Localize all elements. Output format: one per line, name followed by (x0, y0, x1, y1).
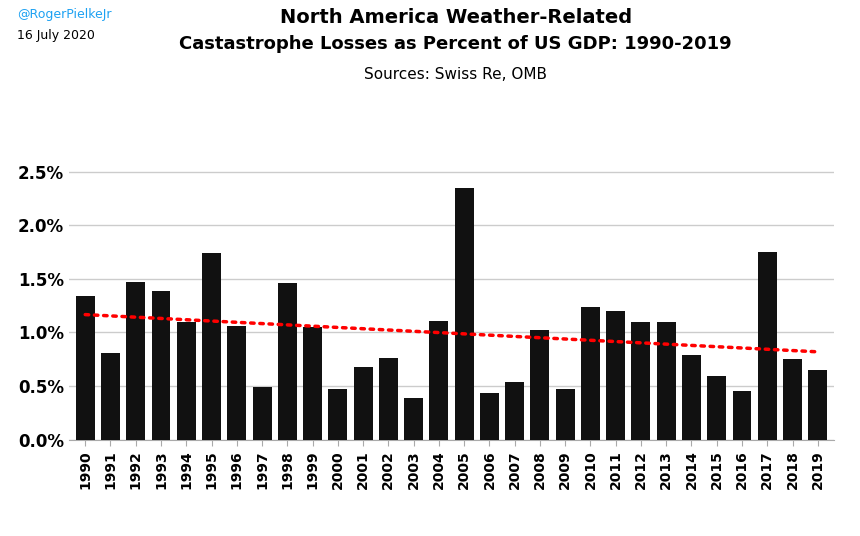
Bar (202, 253, 221, 440)
Bar (808, 370, 827, 440)
Bar (379, 358, 398, 440)
Bar (455, 188, 474, 440)
Text: @RogerPielkeJr: @RogerPielkeJr (17, 8, 112, 21)
Text: North America Weather-Related: North America Weather-Related (280, 8, 632, 27)
Bar (353, 367, 372, 440)
Bar (76, 296, 95, 440)
Bar (303, 327, 322, 440)
Bar (758, 252, 777, 440)
Bar (505, 382, 524, 440)
Bar (631, 322, 650, 440)
Bar (253, 387, 272, 440)
Bar (480, 393, 499, 440)
Bar (707, 376, 726, 440)
Text: Castastrophe Losses as Percent of US GDP: 1990-2019: Castastrophe Losses as Percent of US GDP… (180, 35, 732, 53)
Bar (404, 398, 423, 440)
Bar (329, 389, 347, 440)
Bar (657, 322, 676, 440)
Bar (101, 353, 120, 440)
Bar (556, 389, 574, 440)
Bar (278, 283, 297, 440)
Text: 16 July 2020: 16 July 2020 (17, 29, 95, 42)
Bar (783, 359, 802, 440)
Bar (682, 355, 701, 440)
Bar (531, 330, 550, 440)
Bar (126, 282, 145, 440)
Bar (606, 311, 625, 440)
Bar (429, 321, 448, 440)
Text: Sources: Swiss Re, OMB: Sources: Swiss Re, OMB (365, 67, 547, 82)
Bar (581, 307, 600, 440)
Bar (151, 291, 170, 440)
Bar (733, 391, 752, 440)
Bar (227, 326, 246, 440)
Bar (177, 322, 196, 440)
